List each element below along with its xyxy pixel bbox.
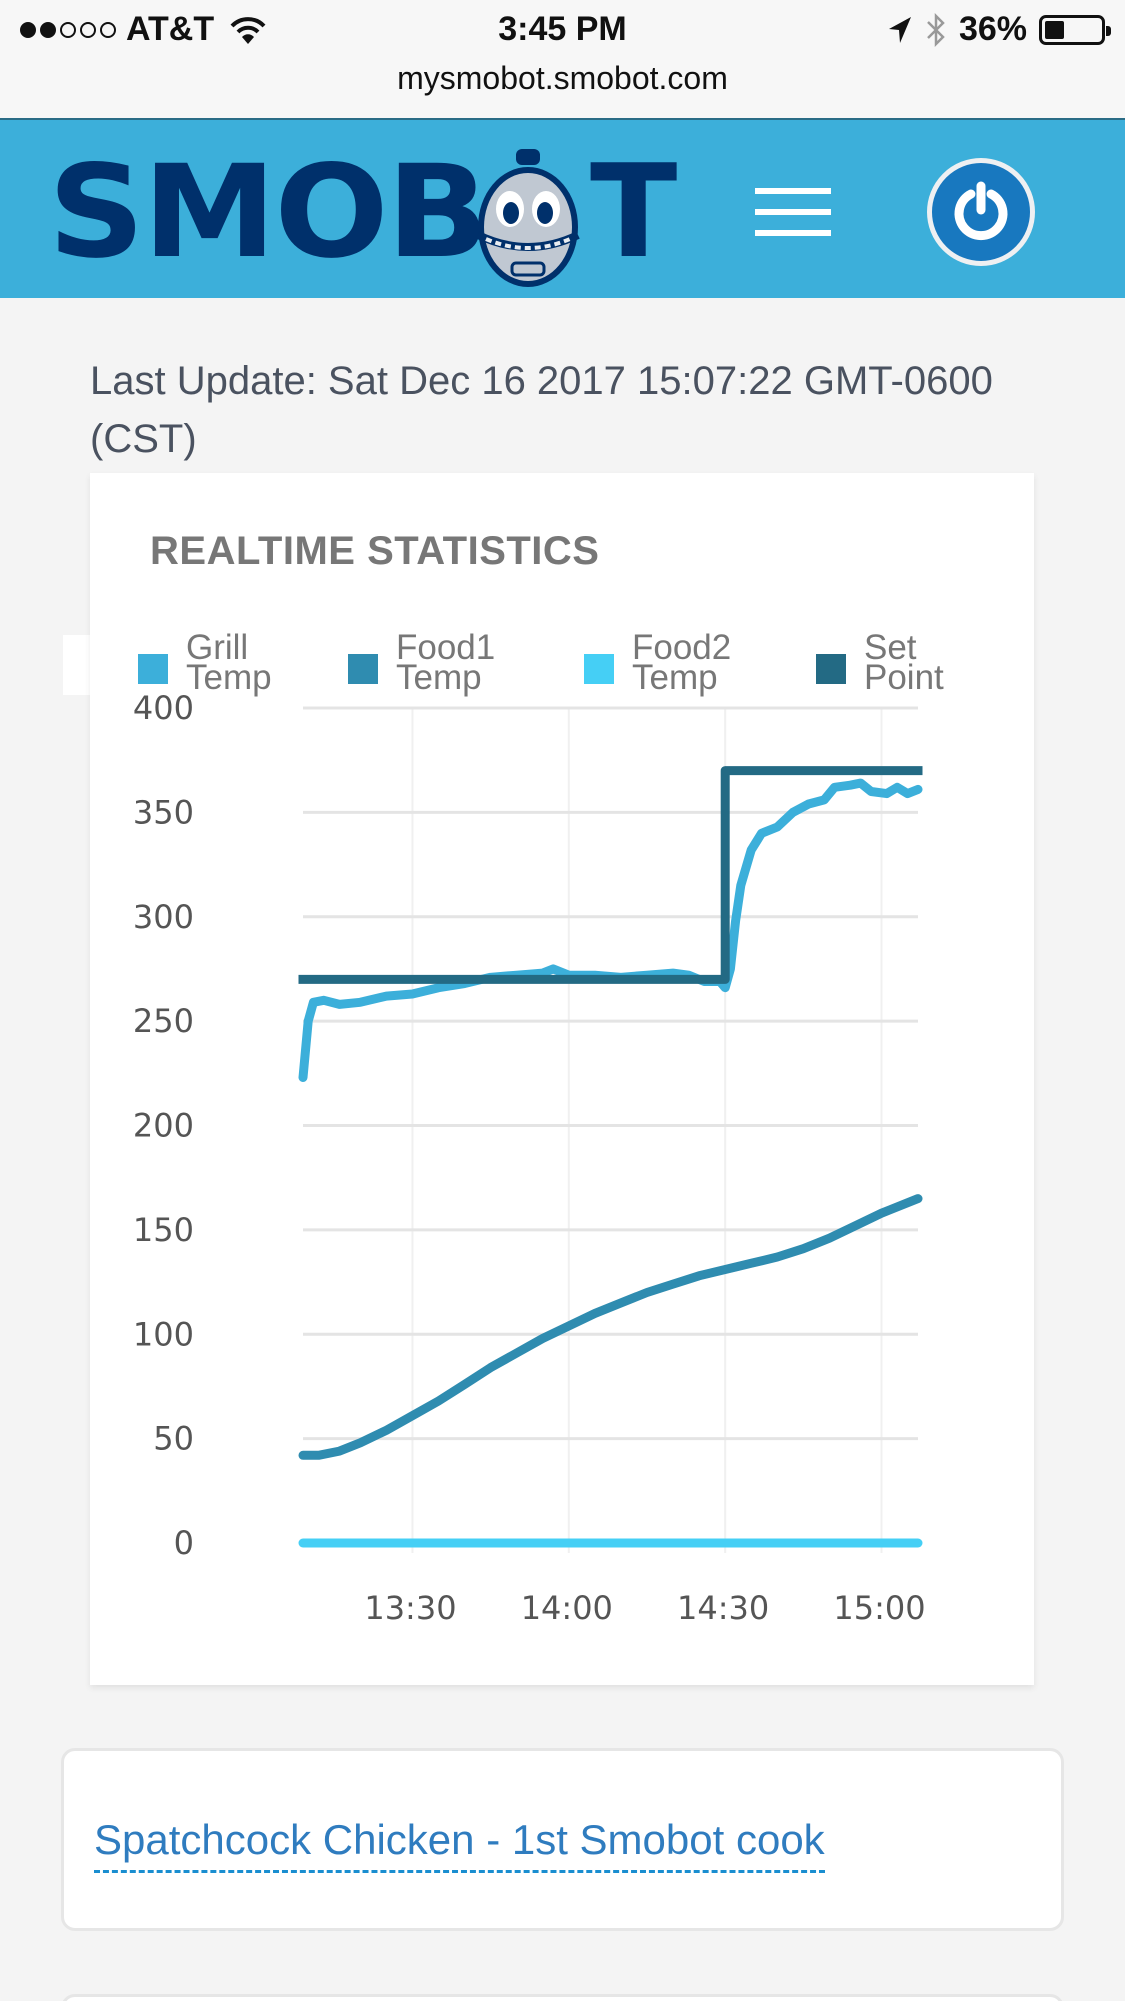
legend-label-line: Point <box>864 658 944 697</box>
cook-card: Spatchcock Chicken - 1st Smobot cook <box>61 1748 1064 1931</box>
legend-swatch <box>348 654 378 684</box>
y-tick-label: 100 <box>133 1315 194 1353</box>
series-line-grill-temp <box>298 778 923 1082</box>
status-bar: AT&T 3:45 PM 36% mysmobot.smobot.com <box>0 0 1125 120</box>
chart-title: REALTIME STATISTICS <box>150 529 600 573</box>
legend-label-line: Food1 <box>396 628 496 667</box>
realtime-statistics-card: REALTIME STATISTICS Grill Temp Food1 Temp Fo… <box>90 473 1034 1685</box>
status-bar-right: 36% <box>887 10 1111 49</box>
legend-swatch <box>584 654 614 684</box>
hamburger-icon-line <box>755 209 831 215</box>
robot-mascot-icon <box>476 149 580 287</box>
series-line-food1-temp <box>298 1194 923 1460</box>
power-button[interactable] <box>927 158 1035 266</box>
battery-icon <box>1039 14 1111 45</box>
logo-text: SMOB <box>48 138 489 287</box>
legend-item-food1-temp[interactable]: Food1 Temp <box>348 628 496 697</box>
legend-label: Set Point <box>864 628 944 697</box>
wifi-icon <box>230 16 266 44</box>
signal-dot <box>80 21 96 38</box>
legend-item-food2-temp[interactable]: Food2 Temp <box>584 628 732 697</box>
last-update-text: Last Update: Sat Dec 16 2017 15:07:22 GM… <box>90 359 993 461</box>
x-tick-label: 13:30 <box>364 1589 456 1627</box>
cook-link[interactable]: Spatchcock Chicken - 1st Smobot cook <box>94 1816 825 1873</box>
status-time: 3:45 PM <box>498 10 627 48</box>
hamburger-icon-line <box>755 230 831 236</box>
y-tick-label: 250 <box>133 1002 194 1040</box>
hamburger-menu-button[interactable] <box>755 188 831 236</box>
legend-label-line: Temp <box>396 658 482 697</box>
legend-item-grill-temp[interactable]: Grill Temp <box>138 628 272 697</box>
x-tick-label: 14:30 <box>677 1589 769 1627</box>
signal-strength-icon <box>20 21 116 38</box>
hamburger-icon-line <box>755 188 831 194</box>
y-tick-label: 50 <box>153 1420 194 1458</box>
y-tick-label: 350 <box>133 793 194 831</box>
battery-tip <box>1106 25 1111 36</box>
location-arrow-icon <box>888 16 911 43</box>
series-line-set-point <box>298 766 923 984</box>
legend-label: Food1 Temp <box>396 628 496 697</box>
y-tick-label: 200 <box>133 1107 194 1145</box>
power-icon <box>954 181 1008 241</box>
decorative-strip <box>63 635 91 695</box>
legend-label: Food2 Temp <box>632 628 732 697</box>
x-tick-label: 14:00 <box>521 1589 613 1627</box>
logo-text-tail: T <box>589 138 678 287</box>
status-bar-left: AT&T <box>20 10 268 49</box>
chart-legend: Grill Temp Food1 Temp Food2 Temp Set Point <box>138 628 1018 713</box>
temperature-chart: 0 50 100 150 200 250 300 350 400 13:30 14:00 14:30… <box>133 689 926 1627</box>
y-tick-label: 150 <box>133 1211 194 1249</box>
browser-url[interactable]: mysmobot.smobot.com <box>397 60 728 96</box>
battery-level <box>1045 20 1065 39</box>
y-tick-label: 300 <box>133 898 194 936</box>
app-header: SMOB T <box>0 120 1125 298</box>
legend-swatch <box>816 654 846 684</box>
battery-percent: 36% <box>958 10 1027 48</box>
smobot-logo[interactable]: SMOB T <box>48 138 678 287</box>
y-tick-label: 0 <box>174 1524 194 1562</box>
y-tick-label: 400 <box>133 689 194 727</box>
signal-dot <box>40 21 56 38</box>
signal-dot <box>100 21 116 38</box>
signal-dot <box>20 21 36 38</box>
legend-label: Grill Temp <box>186 628 272 697</box>
legend-label-line: Temp <box>186 658 272 697</box>
legend-item-set-point[interactable]: Set Point <box>816 628 944 697</box>
signal-dot <box>60 21 76 38</box>
legend-label-line: Food2 <box>632 628 732 667</box>
bluetooth-icon <box>927 12 945 47</box>
next-card <box>61 1994 1064 2001</box>
legend-label-line: Temp <box>632 658 718 697</box>
x-tick-label: 15:00 <box>833 1589 925 1627</box>
carrier-label: AT&T <box>126 10 215 48</box>
legend-label-line: Grill <box>186 628 249 667</box>
legend-label-line: Set <box>864 628 917 667</box>
legend-swatch <box>138 654 168 684</box>
